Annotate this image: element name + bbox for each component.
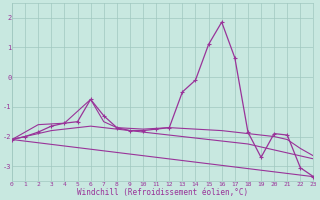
X-axis label: Windchill (Refroidissement éolien,°C): Windchill (Refroidissement éolien,°C) [77,188,248,197]
